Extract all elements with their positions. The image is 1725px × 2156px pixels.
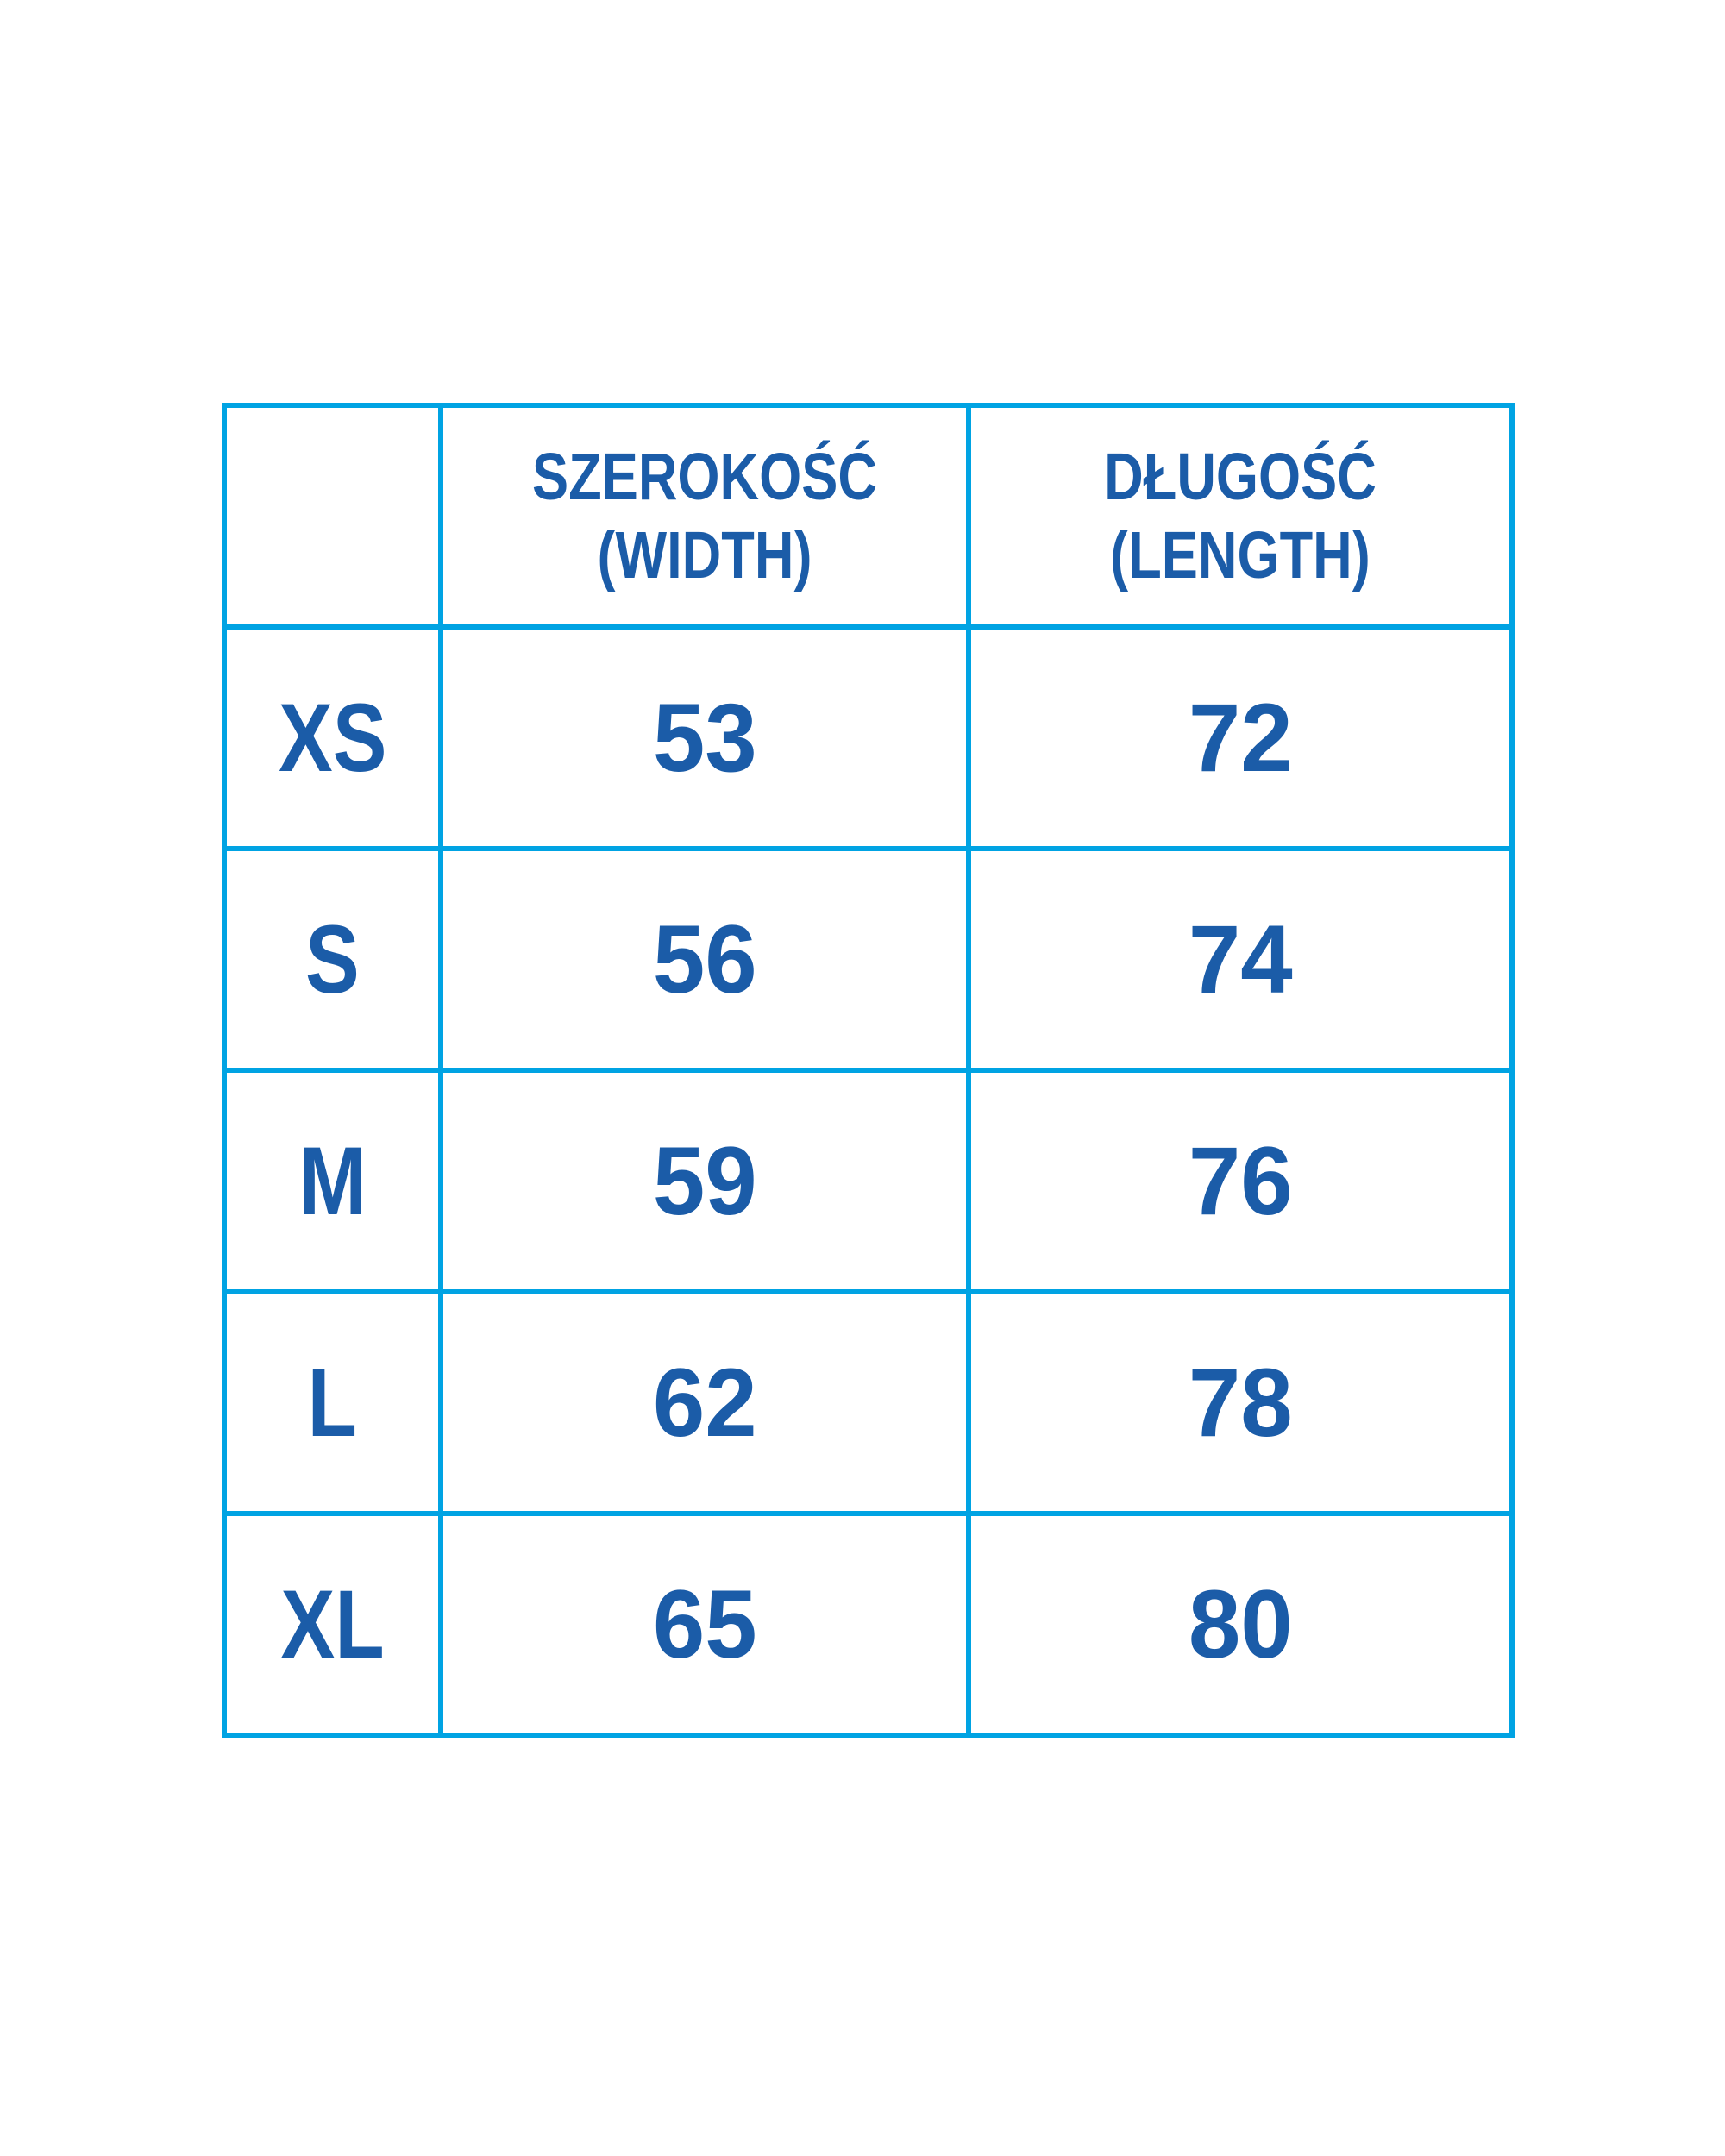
size-cell: XS: [222, 624, 443, 851]
length-value: 72: [1188, 683, 1293, 792]
width-value: 53: [652, 683, 757, 792]
table-row-s: S 56 74: [222, 846, 1515, 1073]
length-cell: 72: [966, 624, 1515, 851]
table-row-m: M 59 76: [222, 1068, 1515, 1294]
table-row-xs: XS 53 72: [222, 624, 1515, 851]
width-cell: 59: [438, 1068, 971, 1294]
size-label: S: [305, 905, 360, 1013]
width-cell: 56: [438, 846, 971, 1073]
header-cell-empty: [222, 403, 443, 630]
table-body: XS 53 72 S 56 74 M 59 76 L 62 78 XL 65: [222, 624, 1515, 1738]
size-cell: L: [222, 1289, 443, 1516]
header-cell-length: DŁUGOŚĆ (LENGTH): [966, 403, 1515, 630]
length-value: 74: [1188, 905, 1293, 1013]
header-cell-width: SZEROKOŚĆ (WIDTH): [438, 403, 971, 630]
width-cell: 62: [438, 1289, 971, 1516]
table-row-l: L 62 78: [222, 1289, 1515, 1516]
size-label: XS: [278, 683, 387, 792]
length-value: 78: [1188, 1348, 1293, 1457]
table-row-xl: XL 65 80: [222, 1511, 1515, 1738]
length-header-line1: DŁUGOŚĆ: [1104, 439, 1377, 514]
width-header-line2: (WIDTH): [597, 517, 812, 592]
length-value: 80: [1188, 1570, 1293, 1678]
table-header: SZEROKOŚĆ (WIDTH) DŁUGOŚĆ (LENGTH): [222, 403, 1515, 630]
length-cell: 76: [966, 1068, 1515, 1294]
size-cell: M: [222, 1068, 443, 1294]
header-row: SZEROKOŚĆ (WIDTH) DŁUGOŚĆ (LENGTH): [222, 403, 1515, 630]
width-cell: 65: [438, 1511, 971, 1738]
size-label: XL: [280, 1570, 385, 1678]
width-value: 65: [652, 1570, 757, 1678]
size-cell: XL: [222, 1511, 443, 1738]
size-chart-table: SZEROKOŚĆ (WIDTH) DŁUGOŚĆ (LENGTH) XS 53…: [222, 403, 1515, 1738]
length-value: 76: [1188, 1126, 1293, 1235]
size-cell: S: [222, 846, 443, 1073]
width-value: 56: [652, 905, 757, 1013]
size-label: L: [307, 1348, 358, 1457]
width-value: 59: [652, 1126, 757, 1235]
width-value: 62: [652, 1348, 757, 1457]
length-cell: 80: [966, 1511, 1515, 1738]
size-label: M: [298, 1126, 367, 1235]
length-header-line2: (LENGTH): [1110, 517, 1371, 592]
width-cell: 53: [438, 624, 971, 851]
length-cell: 78: [966, 1289, 1515, 1516]
length-cell: 74: [966, 846, 1515, 1073]
width-header-line1: SZEROKOŚĆ: [532, 439, 877, 514]
